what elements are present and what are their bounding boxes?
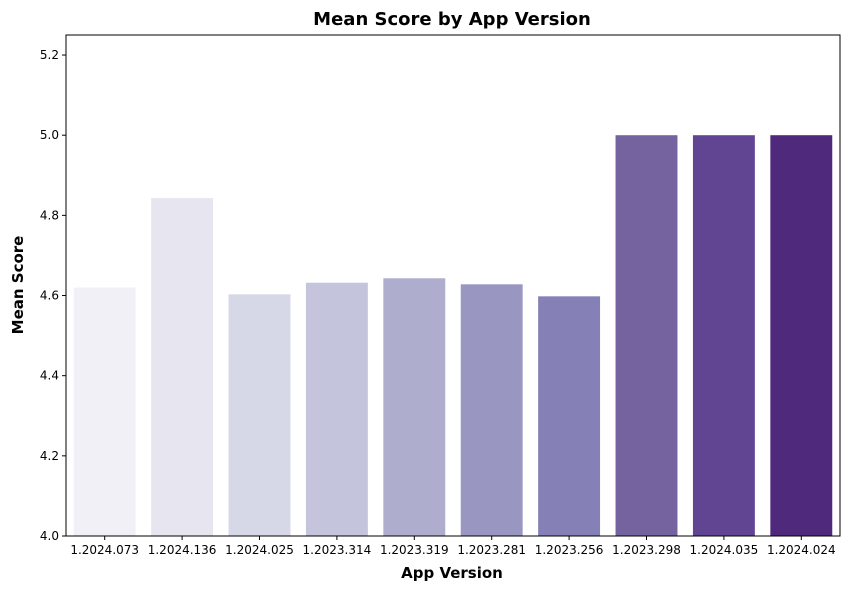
x-tick-label: 1.2023.298 bbox=[612, 543, 681, 557]
y-tick-label: 4.8 bbox=[40, 208, 59, 222]
x-tick-label: 1.2024.073 bbox=[70, 543, 139, 557]
bar-1.2023.298 bbox=[615, 135, 678, 536]
bar-1.2024.073 bbox=[73, 287, 136, 536]
y-tick-label: 5.0 bbox=[40, 128, 59, 142]
y-axis: 4.0 4.2 4.4 4.6 4.8 5.0 5.2 bbox=[40, 48, 66, 543]
bar-1.2024.025 bbox=[228, 294, 291, 536]
bar-1.2023.256 bbox=[538, 296, 601, 536]
x-tick-label: 1.2023.319 bbox=[380, 543, 449, 557]
bars-group bbox=[73, 135, 833, 536]
y-axis-label: Mean Score bbox=[9, 236, 27, 335]
x-axis: 1.2024.073 1.2024.136 1.2024.025 1.2023.314… bbox=[70, 536, 836, 557]
bar-1.2023.314 bbox=[305, 282, 368, 536]
bar-1.2024.024 bbox=[770, 135, 833, 536]
y-tick-label: 4.4 bbox=[40, 369, 59, 383]
bar-1.2023.319 bbox=[383, 278, 446, 536]
x-axis-label: App Version bbox=[401, 564, 503, 582]
y-tick-label: 4.2 bbox=[40, 449, 59, 463]
chart-title: Mean Score by App Version bbox=[313, 9, 591, 30]
bar-1.2023.281 bbox=[460, 284, 523, 536]
x-tick-label: 1.2023.281 bbox=[457, 543, 526, 557]
x-tick-label: 1.2024.025 bbox=[225, 543, 294, 557]
plot-frame bbox=[65, 34, 841, 537]
bar-1.2024.035 bbox=[692, 135, 755, 536]
y-tick-label: 4.0 bbox=[40, 529, 59, 543]
x-tick-label: 1.2024.136 bbox=[148, 543, 217, 557]
x-tick-label: 1.2023.314 bbox=[303, 543, 372, 557]
x-tick-label: 1.2024.024 bbox=[767, 543, 836, 557]
y-tick-label: 5.2 bbox=[40, 48, 59, 62]
bar-1.2024.136 bbox=[151, 198, 214, 536]
x-tick-label: 1.2023.256 bbox=[535, 543, 604, 557]
x-tick-label: 1.2024.035 bbox=[690, 543, 759, 557]
y-tick-label: 4.6 bbox=[40, 289, 59, 303]
